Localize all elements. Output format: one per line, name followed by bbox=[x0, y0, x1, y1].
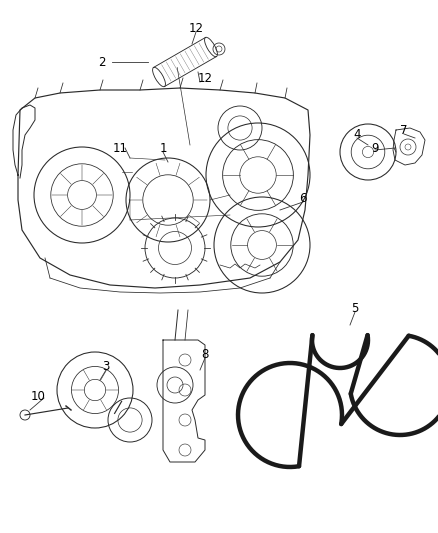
Text: 8: 8 bbox=[201, 349, 208, 361]
Text: 2: 2 bbox=[98, 55, 106, 69]
Text: 3: 3 bbox=[102, 359, 110, 373]
Text: 12: 12 bbox=[198, 71, 212, 85]
Text: 6: 6 bbox=[299, 191, 307, 205]
Text: 4: 4 bbox=[353, 128, 361, 141]
Text: 7: 7 bbox=[400, 124, 408, 136]
Text: 10: 10 bbox=[31, 390, 46, 402]
Text: 11: 11 bbox=[113, 141, 127, 155]
Text: 12: 12 bbox=[188, 21, 204, 35]
Text: 9: 9 bbox=[371, 141, 379, 155]
Text: 5: 5 bbox=[351, 302, 359, 314]
Text: 1: 1 bbox=[159, 141, 167, 155]
